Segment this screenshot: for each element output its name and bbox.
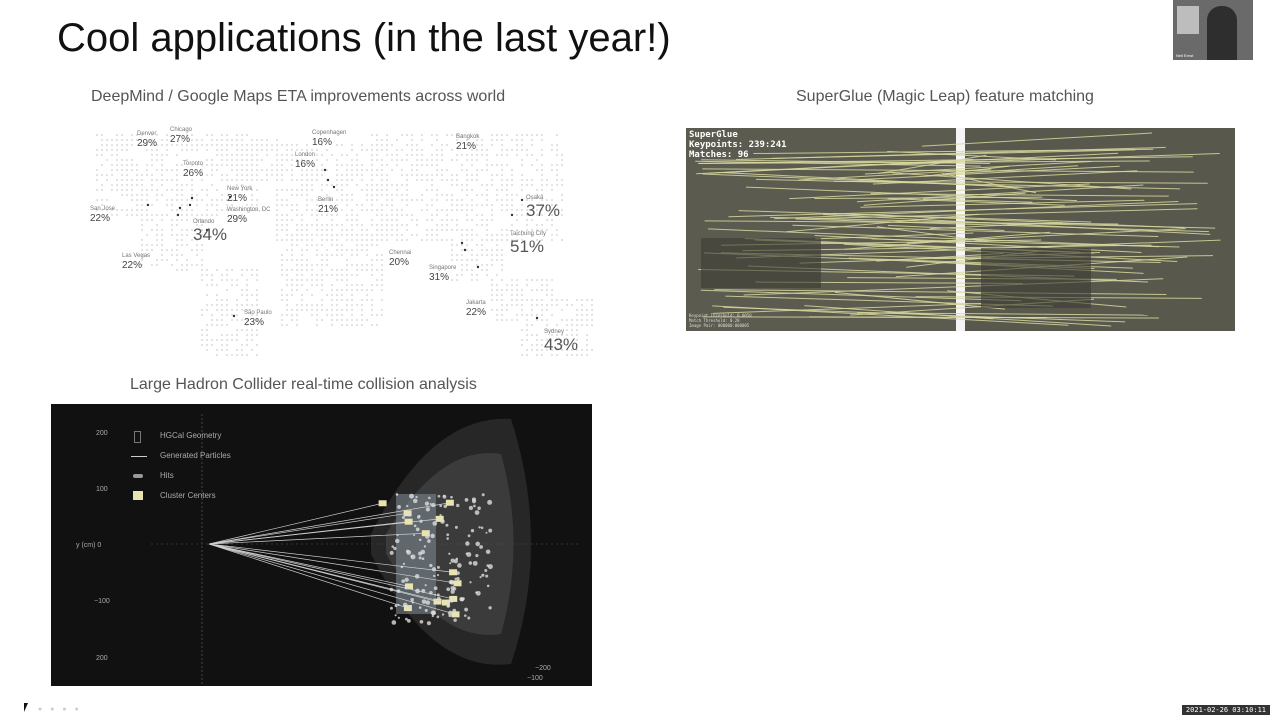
lhc-y-tick: 200 — [96, 655, 108, 662]
world-map-dots — [96, 134, 593, 356]
city-singapore: Singapore 31% — [429, 265, 457, 283]
lhc-y-tick: 100 — [96, 486, 108, 493]
city-denver: Denver 29% — [137, 131, 158, 149]
city-chennai: Chennai 20% — [389, 250, 412, 268]
superglue-image: SuperGlue Keypoints: 239:241 Matches: 96… — [686, 128, 1235, 331]
presentation-toolbar[interactable]: ● ● ● ● — [38, 706, 82, 713]
mouse-cursor-icon — [24, 703, 32, 712]
superglue-footer-line: Keypoint Threshold: 0.0050 — [689, 313, 752, 318]
lhc-y-tick: −100 — [94, 598, 110, 605]
city-toronto: Toronto 26% — [183, 161, 204, 179]
superglue-footer-line: Image Pair: 000000:000005 — [689, 323, 750, 328]
recording-timestamp: 2021-02-26 03:10:11 — [1181, 705, 1270, 715]
world-map-image: Denver 29% Chicago 27% Toronto 26% New York… — [82, 120, 602, 365]
lhc-visualization — [151, 414, 581, 684]
superglue-hud-matches: Matches: 96 — [689, 150, 749, 160]
lhc-x-tick: −100 — [527, 675, 543, 682]
lhc-y-tick: 200 — [96, 430, 108, 437]
city-bangkok: Bangkok 21% — [456, 134, 480, 152]
geometry-icon — [134, 431, 141, 443]
city-sydney: Sydney 43% — [544, 329, 579, 354]
city-sao-paulo: São Paulo 23% — [244, 310, 272, 328]
webcam-person — [1207, 6, 1237, 60]
city-jakarta: Jakarta 22% — [466, 300, 487, 318]
particle-line-icon — [131, 456, 147, 457]
city-orlando: Orlando 34% — [193, 219, 228, 244]
city-copenhagen: Copenhagen 16% — [312, 130, 347, 148]
city-washington: Washington, DC 29% — [227, 207, 271, 225]
webcam-name: Neil Ernst — [1176, 53, 1194, 58]
cluster-center-icon — [133, 491, 143, 500]
lhc-caption: Large Hadron Collider real-time collisio… — [130, 376, 477, 393]
lhc-x-tick: −200 — [535, 665, 551, 672]
slide-title: Cool applications (in the last year!) — [57, 16, 671, 60]
lhc-y-tick: y (cm) 0 — [76, 542, 102, 549]
city-taichung: Taichung City 51% — [510, 231, 547, 256]
city-new-york: New York 21% — [227, 186, 253, 204]
city-san-jose: San Jose 22% — [90, 206, 116, 224]
city-las-vegas: Las Vegas 22% — [122, 253, 151, 271]
superglue-hud: SuperGlue Keypoints: 239:241 Matches: 96 — [689, 130, 787, 160]
lhc-image: 200 100 y (cm) 0 −100 200 −200 −100 HGCa… — [51, 404, 592, 686]
city-london: London 16% — [295, 152, 316, 170]
superglue-hud-keypoints: Keypoints: 239:241 — [689, 140, 787, 150]
city-chicago: Chicago 27% — [170, 127, 193, 145]
superglue-divider — [956, 128, 965, 331]
webcam-thumbnail[interactable]: Neil Ernst — [1173, 0, 1253, 60]
superglue-footer-line: Match Threshold: 0.20 — [689, 318, 740, 323]
city-berlin: Berlin 21% — [318, 197, 339, 215]
webcam-background-window — [1177, 6, 1199, 34]
hits-icon — [133, 474, 143, 478]
superglue-match-lines — [695, 132, 1221, 327]
superglue-hud-name: SuperGlue — [689, 130, 738, 140]
city-osaka: Osaka 37% — [526, 195, 561, 220]
superglue-caption: SuperGlue (Magic Leap) feature matching — [796, 88, 1094, 105]
superglue-footer: Keypoint Threshold: 0.0050 Match Thresho… — [689, 313, 752, 328]
map-caption: DeepMind / Google Maps ETA improvements … — [91, 88, 506, 105]
